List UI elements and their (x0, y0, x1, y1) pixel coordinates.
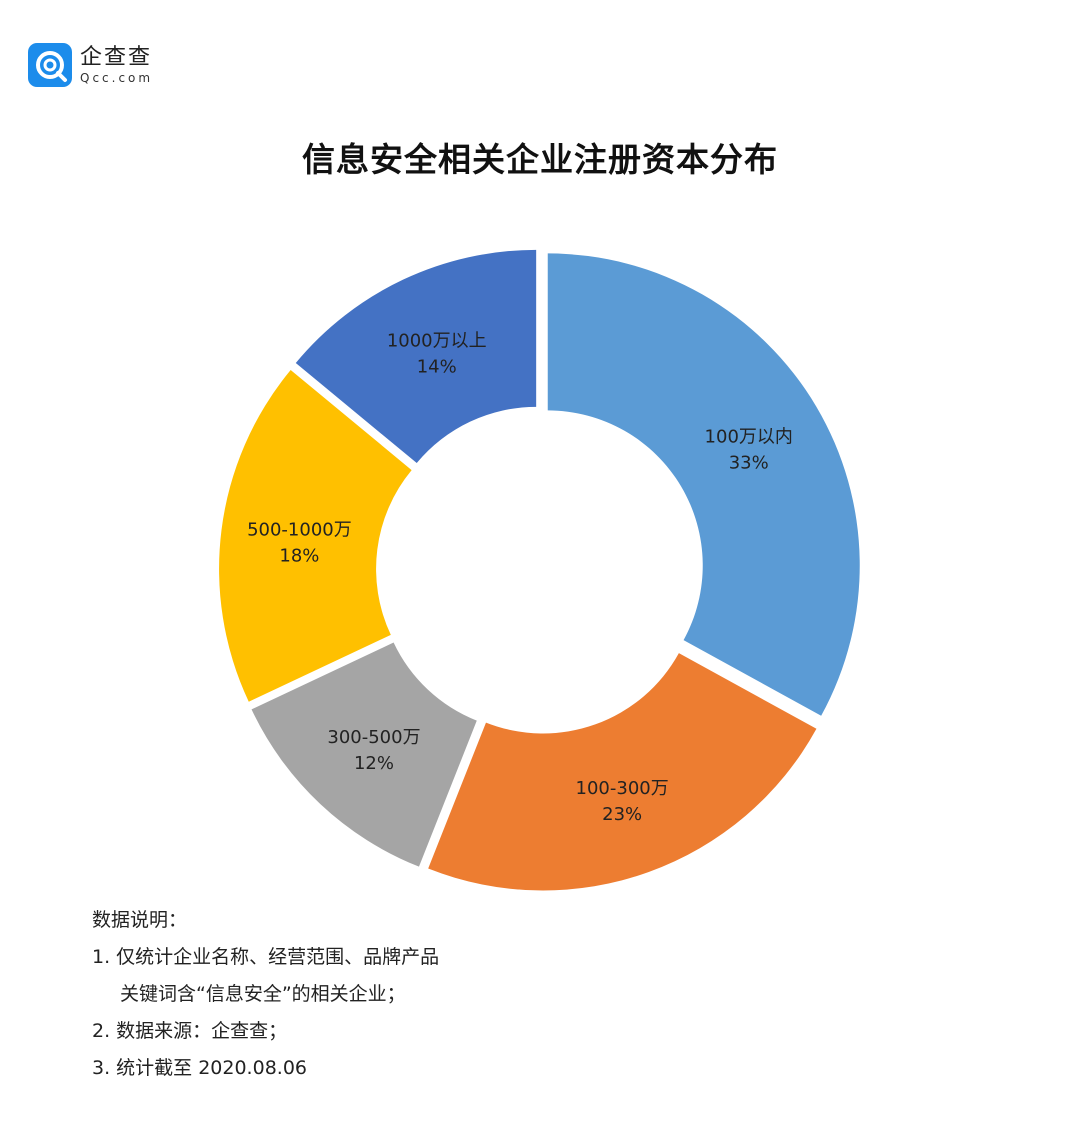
slice-value-0: 33% (729, 453, 769, 474)
slice-label-4: 1000万以上 (387, 331, 487, 352)
pie-slice-3 (219, 369, 412, 702)
pie-slice-2 (251, 642, 477, 867)
slice-label-0: 100万以内 (705, 427, 793, 448)
logo-name-en: Qcc.com (80, 71, 154, 85)
slice-value-3: 18% (279, 546, 319, 567)
pie-slice-1 (428, 653, 817, 891)
logo: 企查查 Qcc.com (28, 40, 153, 90)
qcc-logo-icon (28, 43, 72, 87)
note-line-1-continued: 关键词含“信息安全”的相关企业； (120, 983, 406, 1005)
slice-label-1: 100-300万 (576, 778, 669, 799)
note-line-2: 2. 数据来源：企查查； (92, 1020, 288, 1042)
slice-value-1: 23% (602, 804, 642, 825)
note-line-1: 1. 仅统计企业名称、经营范围、品牌产品 (92, 946, 440, 968)
slice-value-2: 12% (354, 753, 394, 774)
chart-title: 信息安全相关企业注册资本分布 (302, 140, 778, 179)
slice-value-4: 14% (417, 357, 457, 378)
pie-slice-0 (547, 253, 860, 716)
pie-slice-4 (295, 249, 537, 464)
notes-heading: 数据说明： (92, 909, 188, 931)
logo-name-cn: 企查查 (80, 45, 153, 70)
data-notes: 数据说明： 1. 仅统计企业名称、经营范围、品牌产品 关键词含“信息安全”的相关… (92, 902, 439, 1087)
note-line-3: 3. 统计截至 2020.08.06 (92, 1057, 307, 1079)
slice-label-3: 500-1000万 (247, 520, 352, 541)
slice-label-2: 300-500万 (327, 727, 420, 748)
